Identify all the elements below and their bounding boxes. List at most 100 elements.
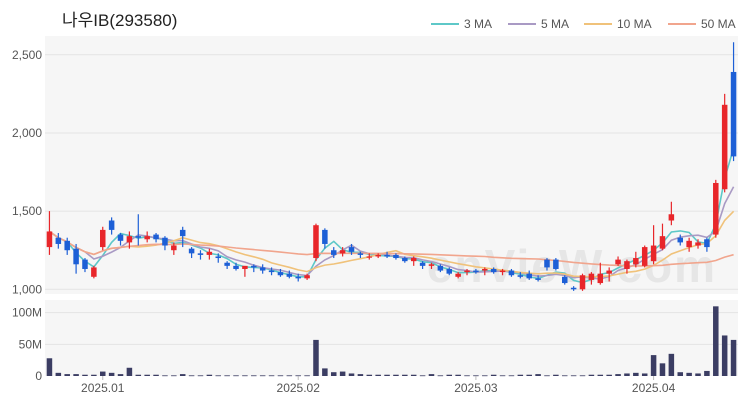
candle (641, 245, 648, 268)
candle-body (82, 259, 88, 269)
volume-bar (544, 375, 550, 377)
candle (553, 258, 559, 271)
candle (437, 264, 444, 273)
candle-body (286, 273, 293, 277)
volume-bar (455, 374, 461, 376)
candle (508, 268, 515, 277)
candle-body (277, 272, 284, 276)
candle-body (330, 250, 337, 255)
candle (713, 179, 719, 238)
candle (419, 261, 426, 269)
date-tick-label: 2025.04 (632, 381, 676, 395)
candle-body (153, 234, 159, 240)
candle (393, 253, 399, 260)
candle-body (615, 259, 621, 265)
volume-bar (668, 353, 675, 376)
legend-item-5ma[interactable]: 5 MA (508, 17, 569, 31)
candle (46, 211, 53, 255)
price-tick-label: 1,500 (12, 204, 42, 218)
candle (721, 93, 728, 193)
candle-body (135, 236, 142, 238)
volume-bar (304, 375, 310, 377)
volume-bar (526, 374, 532, 376)
candle (570, 286, 577, 291)
candle (153, 233, 159, 243)
volume-bar (171, 375, 177, 377)
legend-item-50ma[interactable]: 50 MA (668, 17, 736, 31)
volume-bar (721, 335, 728, 376)
volume-bar (153, 374, 159, 376)
candle-body (55, 237, 62, 244)
volume-bar (268, 375, 275, 377)
candle-body (162, 237, 168, 246)
candle (82, 258, 88, 273)
volume-bar (91, 374, 97, 376)
legend-item-3ma[interactable]: 3 MA (431, 17, 492, 31)
volume-bar (490, 374, 497, 376)
candle-body (597, 273, 604, 284)
candle-body (117, 234, 124, 241)
candle (517, 272, 524, 279)
candlesticks (46, 42, 737, 291)
candle (384, 251, 390, 259)
candle (446, 267, 453, 276)
volume-tick-label: 50M (19, 337, 42, 351)
candle-body (490, 268, 497, 273)
candle-body (437, 265, 444, 271)
volume-bar (384, 374, 390, 376)
volume-bar (375, 374, 381, 376)
candle (544, 258, 550, 271)
candle (117, 233, 124, 246)
volume-bar (553, 374, 559, 376)
candle-body (544, 259, 550, 268)
candle-body (313, 225, 319, 259)
price-tick-label: 2,000 (12, 126, 42, 140)
candle (144, 231, 150, 243)
volume-bar (366, 374, 373, 376)
volume-bar (206, 374, 213, 376)
candle-body (410, 258, 417, 262)
candle (197, 250, 204, 260)
candle (179, 226, 186, 248)
date-tick-label: 2025.03 (454, 381, 498, 395)
volume-tick-label: 0 (35, 369, 42, 383)
volume-bar (677, 372, 684, 376)
grid-lines (45, 54, 738, 345)
candle-body (348, 247, 355, 252)
volume-bar (650, 355, 657, 376)
candle (526, 270, 532, 280)
candle (91, 265, 97, 279)
date-axis-ticks: 2025.01 2025.02 2025.03 2025.04 (81, 376, 676, 395)
volume-bar (188, 375, 195, 377)
price-tick-label: 2,500 (12, 48, 42, 62)
candle-body (659, 236, 666, 249)
candle-body (482, 268, 488, 271)
candle-body (268, 270, 275, 273)
volume-bar (393, 374, 399, 376)
volume-bar (215, 375, 222, 377)
candle-body (259, 267, 266, 271)
volume-bar (437, 375, 444, 377)
candle (535, 275, 541, 282)
volume-bar (659, 363, 666, 376)
chart-title: 나우IB(293580) (62, 11, 177, 30)
candle-body (295, 276, 301, 279)
legend: 3 MA 5 MA 10 MA 50 MA (431, 17, 736, 31)
volume-bar (126, 367, 133, 376)
candle-body (668, 214, 675, 221)
candle (313, 223, 319, 262)
volume-bar (730, 339, 737, 376)
legend-label-10ma: 10 MA (617, 17, 652, 31)
volume-bar (55, 372, 62, 376)
candle-body (455, 273, 461, 277)
volume-bar (135, 374, 142, 376)
candle (730, 42, 737, 162)
volume-bar (597, 374, 604, 376)
candle-body (242, 265, 248, 269)
candle-body (686, 240, 692, 248)
candle-body (588, 273, 595, 280)
candle (251, 264, 257, 273)
candle (668, 201, 675, 226)
legend-item-10ma[interactable]: 10 MA (584, 17, 652, 31)
volume-bar (73, 374, 79, 376)
